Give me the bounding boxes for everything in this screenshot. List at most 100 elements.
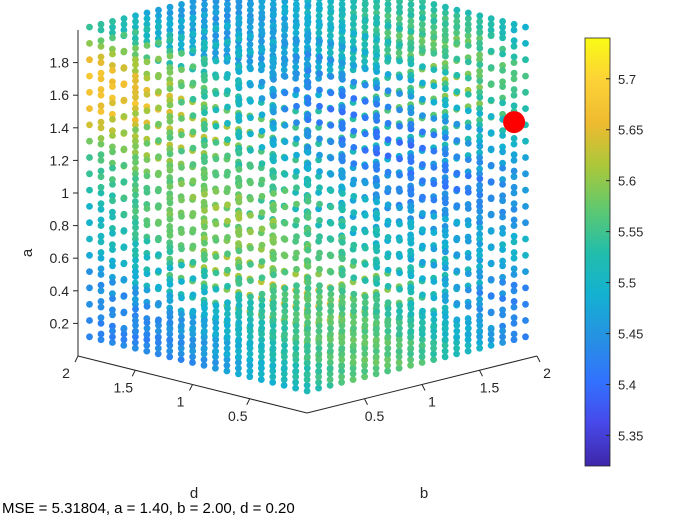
data-point xyxy=(281,170,289,178)
data-point xyxy=(281,122,289,129)
data-point xyxy=(373,128,380,136)
data-point xyxy=(200,350,208,358)
data-point xyxy=(212,324,220,332)
data-point xyxy=(441,80,449,88)
data-point xyxy=(464,172,472,180)
data-point xyxy=(86,317,93,324)
data-point xyxy=(166,313,174,321)
data-point xyxy=(522,300,529,308)
data-point xyxy=(339,43,346,51)
data-point xyxy=(304,18,312,26)
data-point xyxy=(235,47,243,54)
data-point xyxy=(235,84,243,92)
data-point xyxy=(442,69,449,76)
data-point xyxy=(224,22,231,29)
data-point xyxy=(350,330,357,338)
data-point xyxy=(396,15,403,22)
data-point xyxy=(143,15,151,22)
data-point xyxy=(235,336,243,344)
data-point xyxy=(407,316,415,324)
data-point xyxy=(258,144,266,151)
data-point xyxy=(132,251,139,259)
data-point xyxy=(419,210,426,217)
data-point xyxy=(396,106,403,114)
data-point xyxy=(338,379,345,386)
data-point xyxy=(361,81,369,89)
data-point xyxy=(453,120,461,128)
data-point xyxy=(327,24,335,31)
data-point xyxy=(247,179,254,187)
data-point xyxy=(361,179,369,187)
data-point xyxy=(86,121,93,129)
data-point xyxy=(373,3,381,10)
data-point xyxy=(441,145,449,153)
data-point xyxy=(132,186,139,194)
data-point xyxy=(143,330,151,338)
data-point xyxy=(499,67,506,74)
data-point xyxy=(155,251,162,258)
data-point xyxy=(189,258,197,266)
data-point xyxy=(235,193,243,201)
data-point xyxy=(350,336,357,344)
data-point xyxy=(350,296,358,304)
data-point xyxy=(373,79,380,87)
data-point xyxy=(258,62,266,70)
data-point xyxy=(510,37,518,44)
data-point xyxy=(257,376,265,383)
data-point xyxy=(339,173,346,181)
data-point xyxy=(166,101,174,109)
data-point xyxy=(487,324,495,332)
data-point xyxy=(178,131,185,139)
data-point xyxy=(338,0,346,8)
data-point xyxy=(327,252,335,260)
data-point xyxy=(361,350,369,358)
data-point xyxy=(487,342,495,349)
data-point xyxy=(189,112,197,119)
z-tick-label: 0.8 xyxy=(50,218,70,234)
data-point xyxy=(143,188,151,196)
data-point xyxy=(464,319,472,326)
data-point xyxy=(442,183,449,190)
data-point xyxy=(304,241,312,249)
data-point xyxy=(109,62,116,69)
data-point xyxy=(270,27,277,34)
data-point xyxy=(349,347,357,355)
data-point xyxy=(201,283,208,291)
data-point xyxy=(235,149,243,157)
data-point xyxy=(109,262,116,270)
data-point xyxy=(373,275,380,282)
data-point xyxy=(476,170,483,178)
data-point xyxy=(384,339,392,346)
data-point xyxy=(430,66,438,73)
data-point xyxy=(120,113,128,120)
data-point xyxy=(476,251,483,259)
data-point xyxy=(510,265,518,273)
data-point xyxy=(258,95,266,102)
data-point xyxy=(442,3,449,11)
data-point xyxy=(223,333,231,341)
data-point xyxy=(120,292,128,300)
data-point xyxy=(476,67,483,75)
data-point xyxy=(453,39,461,46)
data-point xyxy=(132,40,139,47)
data-point xyxy=(442,9,449,17)
data-point xyxy=(522,72,529,80)
data-point xyxy=(281,307,289,315)
data-point xyxy=(258,225,266,233)
data-point xyxy=(212,342,220,349)
data-point xyxy=(476,300,483,308)
data-point xyxy=(315,361,323,369)
data-point xyxy=(293,299,300,306)
data-point xyxy=(361,293,369,301)
data-point xyxy=(304,2,312,9)
data-point xyxy=(166,96,174,104)
data-point xyxy=(270,22,277,29)
data-point xyxy=(419,3,426,11)
data-point xyxy=(212,364,219,372)
data-point xyxy=(235,291,243,299)
data-point xyxy=(201,272,208,280)
data-point xyxy=(316,70,323,78)
data-point xyxy=(373,242,380,250)
data-point xyxy=(361,356,369,364)
data-point xyxy=(499,225,506,232)
